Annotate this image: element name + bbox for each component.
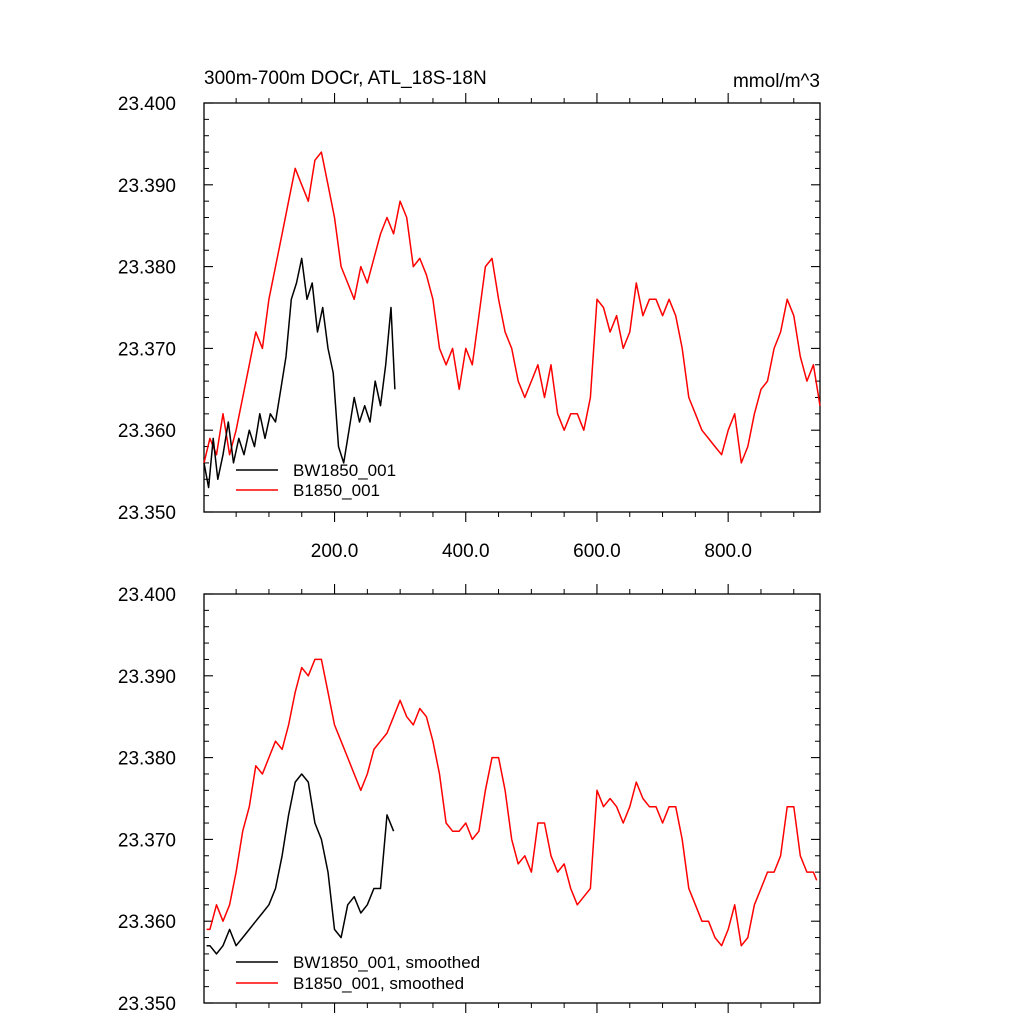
top-y-tick-label: 23.380	[118, 258, 176, 279]
bottom-y-tick-label: 23.370	[118, 830, 176, 851]
top-series-line-b1850	[203, 151, 821, 464]
bottom-y-tick-label: 23.360	[118, 912, 176, 933]
legend-label-b1850: B1850_001	[293, 481, 380, 500]
top-x-tick-label: 800.0	[704, 541, 752, 562]
chart-title: 300m-700m DOCr, ATL_18S-18N	[204, 68, 487, 89]
bottom-y-tick-label: 23.380	[118, 749, 176, 770]
legend-label-b1850-smoothed: B1850_001, smoothed	[293, 974, 464, 993]
top-x-tick-label: 600.0	[573, 541, 621, 562]
bottom-plot-frame	[203, 593, 821, 1004]
top-panel: 300m-700m DOCr, ATL_18S-18N mmol/m^3 23.…	[118, 68, 821, 562]
bottom-panel: 23.400 23.390 23.380 23.370 23.360 23.350 BW1…	[118, 584, 821, 1015]
bottom-legend: BW1850_001, smoothed B1850_001, smoothed	[236, 953, 480, 993]
top-x-tick-label: 400.0	[442, 541, 490, 562]
top-y-tick-label: 23.370	[118, 339, 176, 360]
bottom-y-tick-label: 23.390	[118, 667, 176, 688]
legend-label-bw1850: BW1850_001	[293, 461, 396, 480]
top-y-tick-label: 23.350	[118, 503, 176, 524]
bottom-series-line-b1850	[206, 658, 818, 947]
top-x-tick-label: 200.0	[311, 541, 359, 562]
legend-label-bw1850-smoothed: BW1850_001, smoothed	[293, 953, 480, 972]
top-y-tick-label: 23.360	[118, 421, 176, 442]
top-y-tick-label: 23.390	[118, 176, 176, 197]
bottom-y-tick-label: 23.350	[118, 994, 176, 1015]
top-y-tick-label: 23.400	[118, 94, 176, 115]
top-legend: BW1850_001 B1850_001	[236, 461, 396, 500]
bottom-series-lines	[206, 658, 818, 955]
top-plot-frame	[203, 102, 821, 513]
bottom-series-line-bw1850	[206, 773, 395, 955]
top-series-lines	[203, 151, 821, 489]
top-axes: 23.400 23.390 23.380 23.370 23.360 23.350 200.…	[118, 93, 821, 562]
bottom-axes: 23.400 23.390 23.380 23.370 23.360 23.350	[118, 584, 821, 1015]
top-series-line-bw1850	[203, 257, 396, 489]
bottom-y-tick-label: 23.400	[118, 585, 176, 606]
units-label: mmol/m^3	[733, 71, 820, 92]
